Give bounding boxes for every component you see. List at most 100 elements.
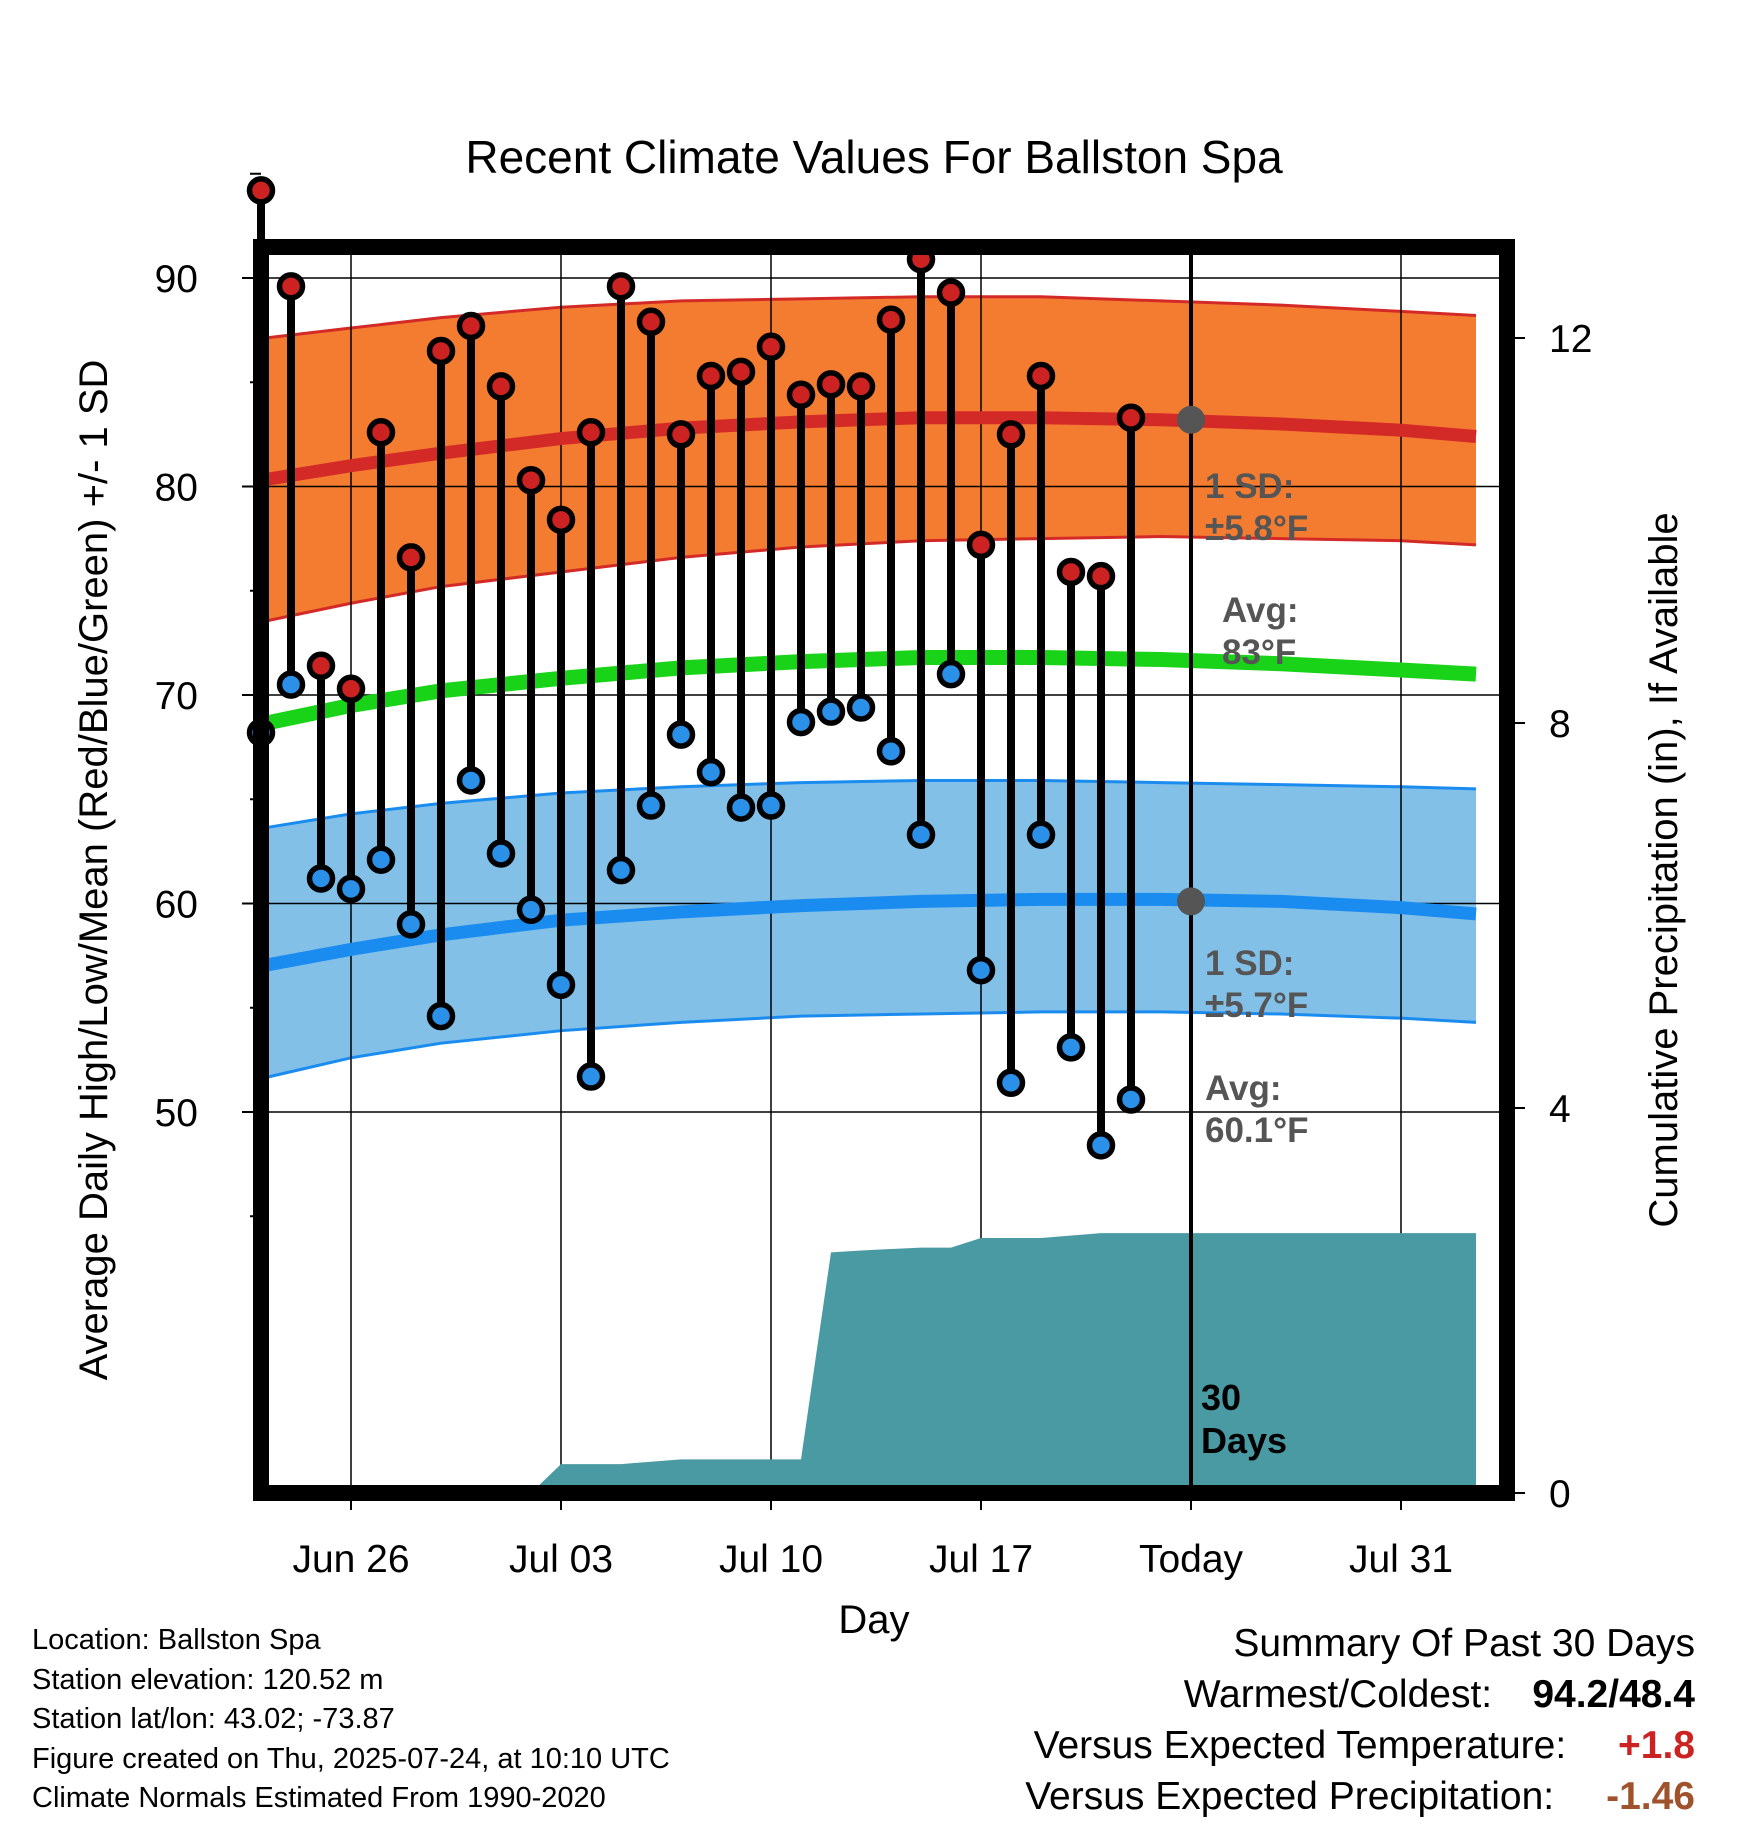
created-text: Figure created on Thu, 2025-07-24, at 10… [32, 1742, 670, 1775]
high-temp-dot [606, 272, 636, 301]
precip-vs-expected-label: Versus Expected Precipitation: [1025, 1775, 1555, 1818]
chart-title: Recent Climate Values For Ballston Spa [465, 131, 1283, 183]
high-sd-upper-edge [260, 295, 1477, 340]
precipitation-area [261, 1233, 1476, 1493]
low-temp-dot [756, 791, 786, 820]
high-temp-dot [1026, 361, 1056, 391]
low-temp-dot [456, 766, 486, 795]
low-temp-dot [336, 874, 366, 904]
summary-title: Summary Of Past 30 Days [1233, 1622, 1695, 1665]
x-tick-label: Jul 31 [1349, 1538, 1453, 1581]
y-tick-label: 90 [155, 258, 198, 301]
station-info: Location: Ballston Spa Station elevation… [32, 1621, 670, 1819]
low-temp-dot [846, 693, 876, 722]
low-temp-dot [906, 820, 936, 849]
y-tick-label: 60 [155, 884, 198, 927]
x-axis-label: Day [838, 1598, 909, 1642]
high-temp-dot [576, 418, 606, 447]
y-axis-label: Average Daily High/Low/Mean (Red/Blue/Gr… [72, 360, 116, 1381]
low-sd-lower-edge [260, 1010, 1477, 1081]
high-temp-dot [816, 370, 846, 399]
low-temp-dot [996, 1068, 1026, 1098]
low-temp-dot [876, 737, 906, 766]
latlon-text: Station lat/lon: 43.02; -73.87 [32, 1703, 395, 1735]
precip-vs-expected-value: -1.46 [1606, 1775, 1695, 1818]
high-temp-dot [696, 361, 726, 391]
daily-dots [246, 176, 1146, 1160]
high-temp-dot [966, 530, 996, 560]
x-tick-label: Jul 03 [509, 1538, 613, 1581]
high-temp-dot [456, 311, 486, 341]
low-temp-dot [576, 1062, 606, 1091]
high-temp-dot [306, 651, 336, 681]
high-temp-dot [1116, 403, 1146, 432]
axes: 50 60 70 80 90 0 4 8 12 Jun 26 Jul 03 Jul 10 Jul 17 T… [155, 172, 1592, 1581]
high-temp-dot [666, 420, 696, 449]
low-temp-dot [936, 659, 966, 689]
high-temp-dot [546, 505, 576, 535]
high-temp-dot [636, 307, 666, 337]
low-sd-upper-edge [260, 778, 1477, 830]
low-temp-dot [1116, 1085, 1146, 1114]
x-tick-label: Jun 26 [292, 1538, 409, 1581]
low-temp-dot [786, 707, 816, 737]
high-temp-dot [246, 176, 276, 205]
high-temp-dot [396, 543, 426, 572]
location-text: Location: Ballston Spa [32, 1624, 321, 1656]
high-temp-dot [516, 465, 546, 495]
y-tick-label: 80 [155, 467, 198, 510]
low-temp-dot [1056, 1033, 1086, 1062]
low-temp-dot [426, 1001, 456, 1031]
x-tick-label: Jul 10 [719, 1538, 823, 1581]
low-temp-dot [696, 757, 726, 787]
high-temp-dot [996, 420, 1026, 449]
warmest-coldest-value: 94.2/48.4 [1532, 1673, 1695, 1716]
y2-tick-label: 8 [1549, 703, 1571, 746]
warmest-coldest-row: Warmest/Coldest: 94.2/48.4 [1025, 1669, 1695, 1720]
y-tick-label: 50 [155, 1092, 198, 1135]
low-temp-dot [666, 720, 696, 749]
high-temp-dot [486, 372, 516, 401]
low-temp-dot [1026, 820, 1056, 849]
low-temp-dot [366, 845, 396, 874]
high-temp-dot [366, 418, 396, 447]
temp-vs-expected-row: Versus Expected Temperature: +1.8 [1025, 1720, 1695, 1771]
temp-vs-expected-value: +1.8 [1618, 1724, 1695, 1767]
y2-tick-label: 0 [1549, 1473, 1571, 1516]
high-temp-dot [726, 357, 756, 387]
y2-tick-label: 12 [1549, 318, 1592, 361]
plot-frame [253, 239, 1515, 1501]
precip-vs-expected-row: Versus Expected Precipitation: -1.46 [1025, 1771, 1695, 1822]
high-temp-dot [426, 336, 456, 366]
plot-content: 1 SD: ±5.8°F Avg: 83°F 1 SD: ±5.7°F Avg: 60.1°F… [246, 176, 1507, 1493]
low-temp-dot [816, 697, 846, 726]
high-temp-dot [1086, 561, 1116, 591]
high-avg-annotation: Avg: 83°F [1222, 591, 1298, 672]
low-temp-dot [606, 855, 636, 885]
x-tick-label: Today [1139, 1538, 1244, 1581]
high-temp-dot [786, 380, 816, 410]
annotations: 1 SD: ±5.8°F Avg: 83°F 1 SD: ±5.7°F Avg: 60.1°F… [1177, 405, 1309, 1461]
y2-tick-label: 4 [1549, 1088, 1571, 1131]
y2-axis-label: Cumulative Precipitation (in), If Availa… [1642, 512, 1686, 1227]
low-temp-dot [486, 839, 516, 868]
low-temp-dot [276, 670, 306, 699]
low-temp-dot [396, 910, 426, 939]
high-temp-dot [756, 332, 786, 362]
low-avg-marker [1177, 887, 1205, 916]
cumulative-precip-area [261, 1233, 1476, 1493]
low-temp-dot [966, 955, 996, 985]
summary-panel: Summary Of Past 30 Days Warmest/Coldest:… [1025, 1618, 1695, 1822]
y-tick-label: 70 [155, 675, 198, 718]
high-temp-dot [936, 278, 966, 307]
high-temp-dot [1056, 557, 1086, 587]
high-temp-dot [336, 674, 366, 703]
low-sd-annotation: 1 SD: ±5.7°F [1205, 944, 1308, 1025]
high-temp-dot [876, 305, 906, 334]
low-temp-dot [306, 864, 336, 893]
normals-text: Climate Normals Estimated From 1990-2020 [32, 1782, 606, 1814]
days-window-label: 30 Days [1201, 1377, 1287, 1461]
warmest-coldest-label: Warmest/Coldest: [1183, 1673, 1493, 1716]
low-temp-dot [516, 895, 546, 925]
